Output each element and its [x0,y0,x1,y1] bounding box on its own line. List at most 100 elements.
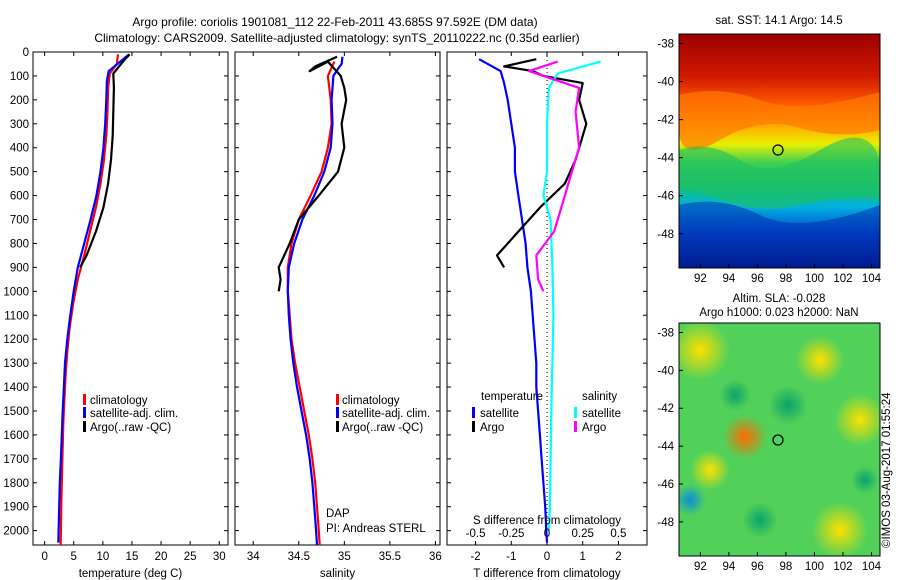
y-tick-label: 1200 [3,334,29,346]
lat-tick-label: -48 [657,229,674,241]
y-tick-label: 1600 [3,430,29,442]
sla-map-frame [678,322,881,557]
lat-tick-label: -46 [657,191,674,203]
y-tick-label: 100 [10,71,29,83]
y-tick-label: 1400 [3,382,29,394]
lon-tick-label: 92 [694,273,707,285]
y-tick-label: 800 [10,238,29,250]
legend-label: Argo(..raw -QC) [90,422,171,434]
y-tick-label: 600 [10,191,29,203]
x-tick-label: 36 [429,551,442,563]
sla-blob [679,484,706,516]
y-tick-label: 1900 [3,502,29,514]
lat-tick-label: -42 [657,403,674,415]
sla-blob [719,379,751,411]
lon-tick-label: 100 [805,561,824,573]
x-tick-label: 30 [213,551,226,563]
x-tick-label: 2 [615,551,621,563]
y-tick-label: 1500 [3,406,29,418]
sla-blob [742,502,778,538]
sst-map-axes: -38 -40 -42 -44 -46 -48 92 94 96 98 100 102 104 [657,39,881,285]
legend-swatch [574,407,577,418]
x-tick-label: 25 [184,551,197,563]
series-line-satellite-adj-clim- [286,56,344,546]
s-diff-tick-label: -0.5 [466,528,486,540]
annotation-dap: DAP [326,508,350,520]
y-tick-label: 1700 [3,454,29,466]
legend-swatch [336,407,339,418]
lon-tick-label: 98 [780,273,793,285]
sst-front-cold [679,201,880,268]
sla-map-title-line2: Argo h1000: 0.023 h2000: NaN [699,307,858,319]
s-diff-tick-label: 0 [544,528,550,540]
x-tick-label: 34 [247,551,260,563]
lat-tick-label: -38 [657,39,674,51]
y-tick-label: 200 [10,95,29,107]
sla-blob [679,323,730,380]
x-tick-label: 35.5 [379,551,401,563]
lon-tick-label: 96 [751,561,764,573]
legend-swatch [472,407,475,418]
s-diff-tick-label: -0.25 [498,528,524,540]
sla-blob [851,466,879,494]
lon-tick-label: 98 [780,561,793,573]
legend-swatch [472,421,475,432]
s-diff-tick-label: 0.25 [572,528,594,540]
sst-front-green [679,137,880,209]
lon-tick-label: 92 [694,561,707,573]
figure-title-line1: Argo profile: coriolis 1901081_112 22-Fe… [132,15,537,29]
x-tick-label: 0 [41,551,47,563]
x-tick-label: -2 [470,551,480,563]
legend-label: climatology [90,395,148,407]
x-axis-label: T difference from climatology [473,568,620,580]
plot-frame [234,51,441,546]
s-diff-axis-label: S difference from climatology [473,515,621,527]
lat-tick-label: -38 [657,327,674,339]
lat-tick-label: -40 [657,365,674,377]
lat-tick-label: -46 [657,479,674,491]
difference-panel: -2 -1 0 1 2 T difference from climatology -0.5… [446,51,648,580]
x-axis-label: temperature (deg C) [79,568,183,580]
legend-swatch [336,394,339,405]
plot-frame [32,51,229,546]
sla-map: Altim. SLA: -0.028 Argo h1000: 0.023 h20… [657,293,881,573]
y-tick-label: 1000 [3,286,29,298]
legend-label: Argo [582,422,606,434]
y-tick-label: 700 [10,215,29,227]
annotation-pi: PI: Andreas STERL [326,523,426,535]
x-tick-label: 10 [96,551,109,563]
sst-front-warm [679,91,880,150]
legend-label: Argo [480,422,504,434]
legend-swatch [83,394,86,405]
sla-blob [834,394,880,446]
series-line-argo-raw-qc- [277,55,348,292]
legend-label: satellite [480,408,519,420]
x-tick-label: 5 [71,551,77,563]
legend-swatch [574,421,577,432]
x-axis-label: salinity [320,568,355,580]
salinity-panel: 34 34.5 35 35.5 36 salinity climatologysatelli… [234,51,442,580]
sla-blob [723,415,767,459]
y-tick-label: 500 [10,167,29,179]
lat-tick-label: -44 [657,153,674,165]
series-line-argo-raw-qc- [79,53,131,268]
legend-swatch [83,421,86,432]
sla-blob [796,336,844,384]
series-line-salinity-argo [527,60,581,292]
legend-label: climatology [342,395,400,407]
sst-map-title: sat. SST: 14.1 Argo: 14.5 [715,15,842,27]
series-line-temperature-argo [495,58,588,268]
y-tick-label: 0 [23,47,29,59]
legend-label: satellite [582,408,621,420]
sla-map-title-line1: Altim. SLA: -0.028 [733,293,826,305]
series-line-temperature-satellite [478,58,549,543]
lat-tick-label: -44 [657,441,674,453]
x-tick-label: 20 [155,551,168,563]
x-tick-label: 0 [544,551,550,563]
legend-group-temperature: temperature [481,391,543,403]
legend-swatch [83,407,86,418]
sst-map-frame [678,33,881,269]
lon-tick-label: 94 [722,561,735,573]
sla-blob [768,385,808,425]
